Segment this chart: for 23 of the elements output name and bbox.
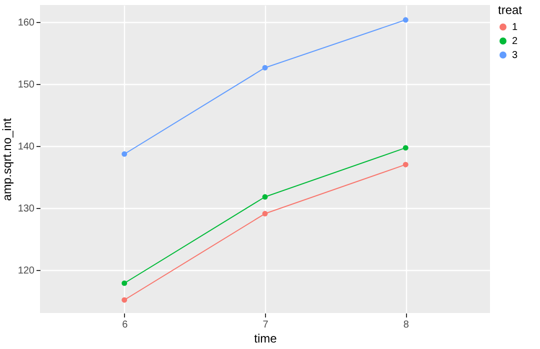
legend-label: 2 (512, 36, 518, 47)
point (262, 194, 268, 200)
point (262, 210, 268, 216)
point (122, 297, 128, 303)
y-tick-label: 140 (18, 141, 35, 152)
x-tick-label: 7 (262, 320, 269, 330)
point (402, 162, 408, 168)
legend-label: 1 (512, 22, 518, 33)
point (402, 145, 408, 151)
legend-title: treat (498, 3, 523, 17)
y-tick-label: 160 (18, 17, 35, 28)
x-tick-label: 8 (403, 320, 410, 330)
y-tick-label: 120 (18, 266, 35, 277)
y-axis-title: amp.sqrt.no_int (0, 117, 14, 201)
y-tick-label: 150 (18, 79, 35, 90)
y-tick-label: 130 (18, 204, 35, 215)
point (262, 64, 268, 70)
point (402, 17, 408, 23)
point (122, 280, 128, 286)
point (122, 151, 128, 157)
x-axis-title: time (254, 332, 278, 346)
x-tick-label: 6 (122, 320, 128, 330)
legend-label: 3 (512, 50, 518, 61)
